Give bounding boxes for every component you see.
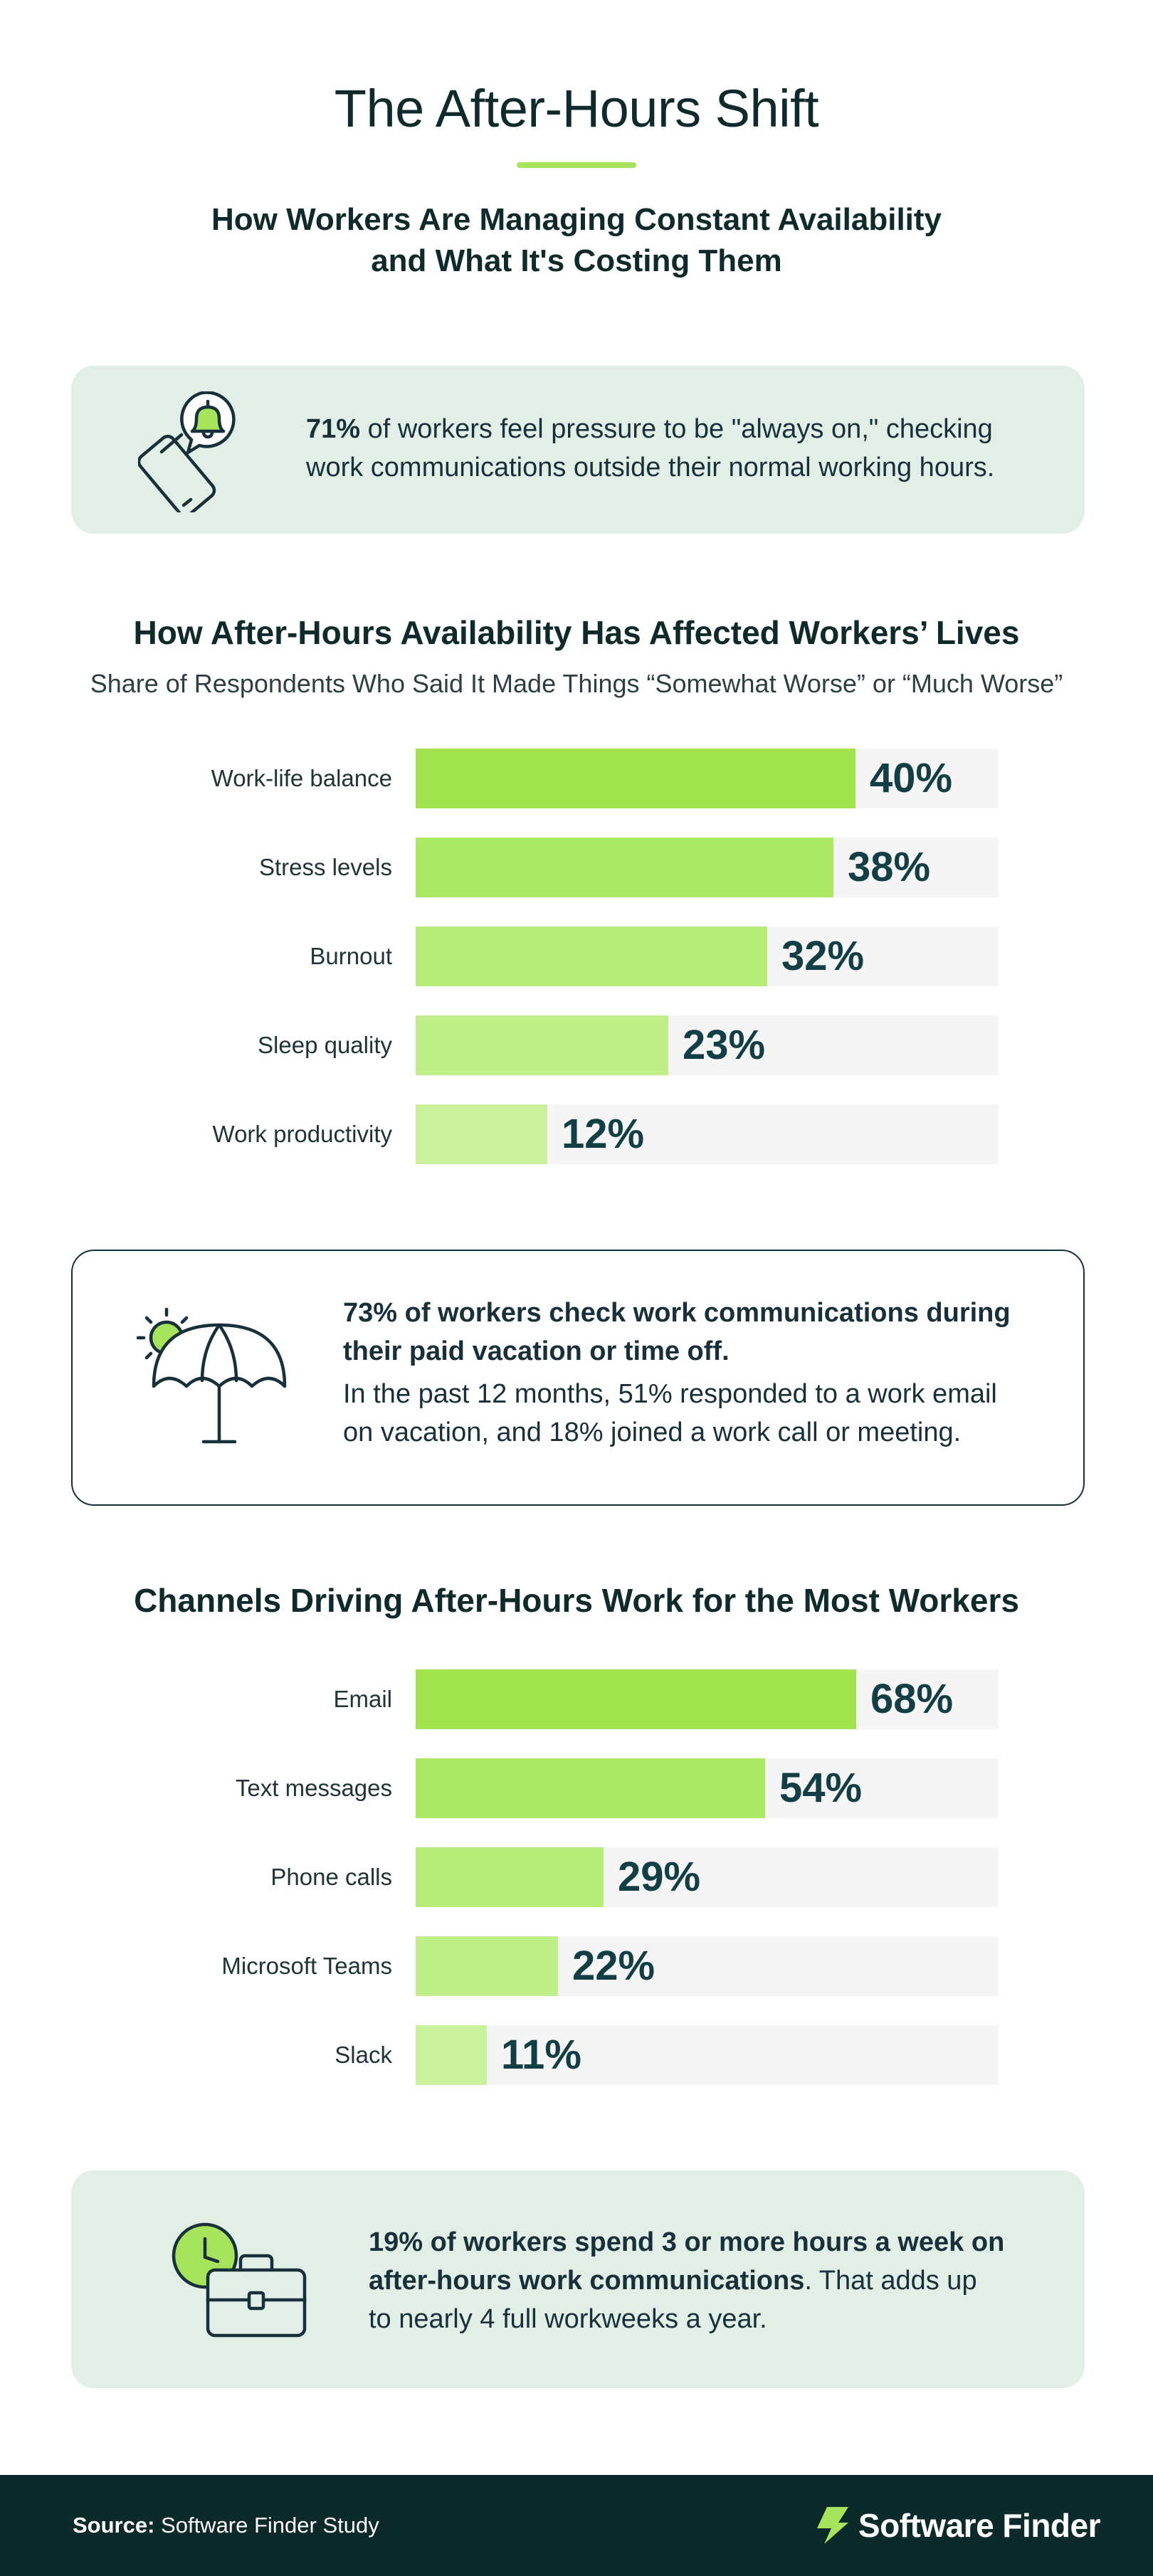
- hours-headline-2: after-hours work communications: [369, 2266, 805, 2296]
- vacation-callout: 73% of workers check work communications…: [71, 1250, 1085, 1506]
- bar-category-label: Slack: [335, 2042, 392, 2068]
- vacation-detail-1: In the past 12 months, 51% responded to …: [343, 1379, 997, 1409]
- always-on-line-2: work communications outside their normal…: [306, 453, 995, 482]
- bar-category-label: Work productivity: [212, 1121, 392, 1147]
- page-title: The After-Hours Shift: [334, 79, 819, 138]
- source-label: Source:: [73, 2513, 155, 2538]
- title-underline: [517, 162, 636, 168]
- channels-bar-chart: Email 68% Text messages 54% Phone calls 29% Mi…: [0, 1669, 1153, 2085]
- footer: Source: Software Finder Study Software F…: [0, 2475, 1153, 2576]
- always-on-callout: 71% of workers feel pressure to be "alwa…: [71, 366, 1085, 534]
- hours-text: 19% of workers spend 3 or more hours a w…: [369, 2223, 1004, 2338]
- source-note: Source: Software Finder Study: [73, 2475, 379, 2576]
- bar-category-label: Burnout: [310, 943, 392, 969]
- subtitle-line-2: and What It's Costing Them: [371, 243, 782, 278]
- affected-lives-bar-chart: Work-life balance 40% Stress levels 38% Burn…: [0, 749, 1153, 1164]
- bar: [416, 1847, 604, 1907]
- bar: [416, 1936, 558, 1996]
- bar-value-label: 38%: [848, 844, 931, 890]
- bar: [416, 838, 833, 897]
- vacation-headline-2: their paid vacation or time off.: [343, 1336, 730, 1366]
- bar-value-label: 12%: [562, 1111, 645, 1157]
- bar-value-label: 23%: [683, 1022, 766, 1068]
- bar: [416, 2025, 487, 2085]
- bar: [416, 927, 767, 986]
- bar-value-label: 32%: [781, 933, 865, 979]
- brand-name: Software Finder: [858, 2507, 1101, 2544]
- hours-detail-1: . That adds up: [804, 2266, 977, 2296]
- bar-value-label: 40%: [870, 755, 953, 801]
- bar-value-label: 54%: [779, 1765, 863, 1811]
- hours-headline-1: 19% of workers spend 3 or more hours a w…: [369, 2227, 1005, 2257]
- umbrella-sun-icon: [136, 1307, 287, 1444]
- clock-briefcase-icon: [172, 2222, 307, 2338]
- always-on-percent: 71%: [306, 414, 361, 444]
- brand-logo[interactable]: Software Finder: [816, 2502, 1101, 2549]
- bar-row: Work productivity 12%: [0, 1104, 1153, 1164]
- source-text: Software Finder Study: [154, 2513, 379, 2538]
- vacation-text: 73% of workers check work communications…: [343, 1294, 1011, 1452]
- bar: [416, 1669, 856, 1729]
- bar-row: Slack 11%: [0, 2025, 1153, 2085]
- chart-1-title: How After-Hours Availability Has Affecte…: [133, 614, 1020, 651]
- vacation-headline-1: 73% of workers check work communications…: [343, 1298, 1011, 1328]
- bar-row: Microsoft Teams 22%: [0, 1936, 1153, 1996]
- hours-callout: 19% of workers spend 3 or more hours a w…: [71, 2170, 1085, 2388]
- bar-category-label: Work-life balance: [211, 765, 392, 791]
- chart-2-title: Channels Driving After-Hours Work for th…: [134, 1582, 1019, 1619]
- bar: [416, 1758, 765, 1818]
- bar-track: [416, 2025, 999, 2085]
- bar-category-label: Text messages: [235, 1775, 392, 1801]
- bar-category-label: Microsoft Teams: [221, 1953, 392, 1979]
- bar-value-label: 68%: [870, 1676, 954, 1722]
- bar-row: Phone calls 29%: [0, 1847, 1153, 1907]
- vacation-detail-2: on vacation, and 18% joined a work call …: [343, 1418, 962, 1447]
- phone-bell-icon: [138, 391, 236, 512]
- bar-category-label: Phone calls: [270, 1864, 392, 1890]
- bar-row: Email 68%: [0, 1669, 1153, 1729]
- bar-value-label: 22%: [572, 1943, 656, 1989]
- bar-row: Sleep quality 23%: [0, 1015, 1153, 1075]
- bar-row: Stress levels 38%: [0, 838, 1153, 897]
- bar-row: Work-life balance 40%: [0, 749, 1153, 808]
- bar-value-label: 29%: [618, 1854, 701, 1900]
- page-subtitle: How Workers Are Managing Constant Availa…: [0, 199, 1153, 282]
- chart-1-subtitle: Share of Respondents Who Said It Made Th…: [90, 669, 1063, 698]
- bar-row: Text messages 54%: [0, 1758, 1153, 1818]
- bar: [416, 749, 855, 808]
- bar-row: Burnout 32%: [0, 927, 1153, 986]
- subtitle-line-1: How Workers Are Managing Constant Availa…: [211, 202, 942, 237]
- bar-category-label: Sleep quality: [258, 1032, 392, 1058]
- bar: [416, 1104, 547, 1164]
- hours-detail-2: to nearly 4 full workweeks a year.: [369, 2304, 767, 2334]
- always-on-text: 71% of workers feel pressure to be "alwa…: [306, 410, 994, 487]
- bar: [416, 1015, 668, 1075]
- always-on-line-1: of workers feel pressure to be "always o…: [360, 414, 993, 444]
- bar-category-label: Email: [333, 1686, 392, 1712]
- software-finder-logo-icon: [816, 2507, 848, 2544]
- bar-category-label: Stress levels: [258, 854, 392, 880]
- bar-value-label: 11%: [501, 2032, 581, 2078]
